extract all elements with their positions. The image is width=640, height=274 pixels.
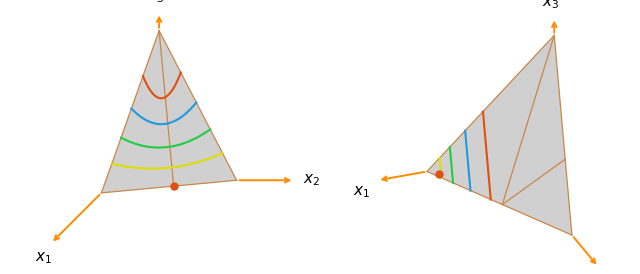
Polygon shape: [427, 35, 572, 235]
Polygon shape: [101, 31, 237, 193]
Text: $x_1$: $x_1$: [353, 184, 371, 199]
Text: $x_1$: $x_1$: [35, 250, 52, 266]
Point: [168, 184, 179, 188]
Text: $x_3$: $x_3$: [147, 0, 164, 5]
Text: $x_2$: $x_2$: [303, 172, 321, 188]
Point: [434, 172, 444, 176]
Text: $x_3$: $x_3$: [542, 0, 559, 11]
